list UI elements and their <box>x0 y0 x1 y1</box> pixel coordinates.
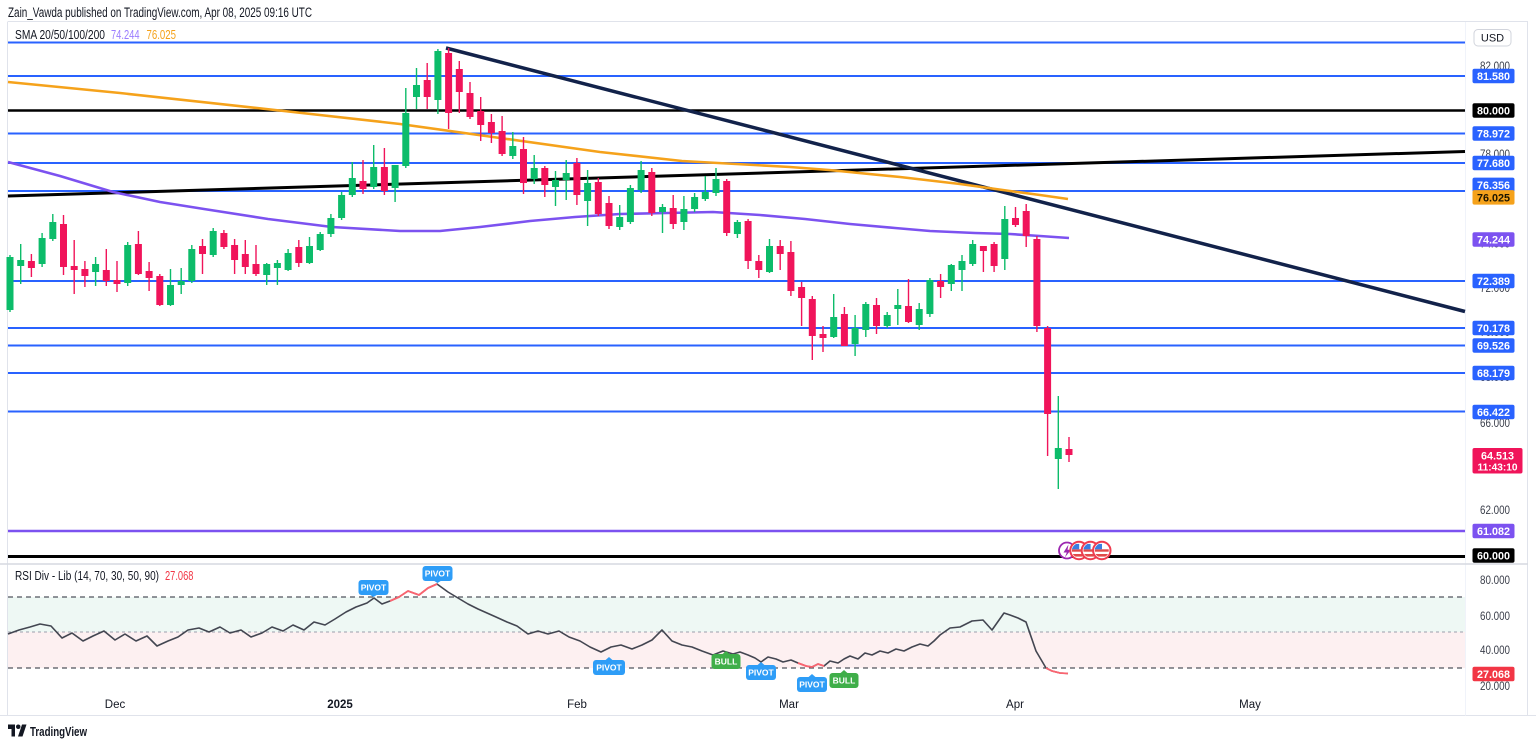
svg-text:40.000: 40.000 <box>1480 645 1510 657</box>
svg-text:76.356: 76.356 <box>1477 180 1510 192</box>
svg-text:76.025: 76.025 <box>1477 192 1510 204</box>
svg-text:TradingView: TradingView <box>30 725 87 739</box>
svg-text:70.178: 70.178 <box>1477 323 1510 335</box>
svg-text:72.389: 72.389 <box>1477 276 1510 288</box>
svg-text:USD: USD <box>1481 33 1504 45</box>
svg-text:PIVOT: PIVOT <box>799 680 825 690</box>
svg-text:BULL: BULL <box>833 676 856 686</box>
svg-text:Zain_Vawda published on Tradin: Zain_Vawda published on TradingView.com,… <box>8 5 312 20</box>
svg-text:27.068: 27.068 <box>165 569 193 583</box>
svg-text:69.526: 69.526 <box>1477 341 1510 353</box>
svg-text:60.000: 60.000 <box>1477 551 1510 563</box>
svg-text:20.000: 20.000 <box>1480 681 1510 693</box>
svg-text:27.068: 27.068 <box>1477 669 1510 681</box>
svg-text:Apr: Apr <box>1006 699 1024 711</box>
svg-text:2025: 2025 <box>327 699 353 711</box>
svg-text:61.082: 61.082 <box>1477 526 1510 538</box>
svg-text:Dec: Dec <box>105 699 126 711</box>
svg-text:74.244: 74.244 <box>1477 235 1511 247</box>
svg-text:74.244: 74.244 <box>111 27 140 42</box>
svg-text:Mar: Mar <box>779 699 799 711</box>
svg-text:62.000: 62.000 <box>1480 505 1510 517</box>
svg-text:60.000: 60.000 <box>1480 611 1510 623</box>
svg-text:RSI Div - Lib (14, 70, 30, 50,: RSI Div - Lib (14, 70, 30, 50, 90) <box>15 569 159 583</box>
svg-text:77.680: 77.680 <box>1477 158 1510 170</box>
svg-text:80.000: 80.000 <box>1477 106 1510 118</box>
svg-text:64.513: 64.513 <box>1481 451 1514 463</box>
svg-text:68.179: 68.179 <box>1477 368 1510 380</box>
svg-text:11:43:10: 11:43:10 <box>1478 462 1518 474</box>
svg-text:81.580: 81.580 <box>1477 71 1510 83</box>
svg-text:May: May <box>1239 699 1261 711</box>
svg-text:PIVOT: PIVOT <box>361 583 387 593</box>
svg-text:Feb: Feb <box>567 699 587 711</box>
svg-text:SMA 20/50/100/200: SMA 20/50/100/200 <box>15 27 105 42</box>
svg-text:PIVOT: PIVOT <box>596 663 622 673</box>
svg-text:66.422: 66.422 <box>1477 407 1510 419</box>
svg-text:80.000: 80.000 <box>1480 575 1510 587</box>
svg-text:76.025: 76.025 <box>147 27 177 42</box>
svg-text:PIVOT: PIVOT <box>425 569 451 579</box>
svg-text:PIVOT: PIVOT <box>748 668 774 678</box>
svg-text:BULL: BULL <box>715 657 738 667</box>
svg-text:78.972: 78.972 <box>1477 129 1510 141</box>
svg-text:66.000: 66.000 <box>1480 418 1510 430</box>
